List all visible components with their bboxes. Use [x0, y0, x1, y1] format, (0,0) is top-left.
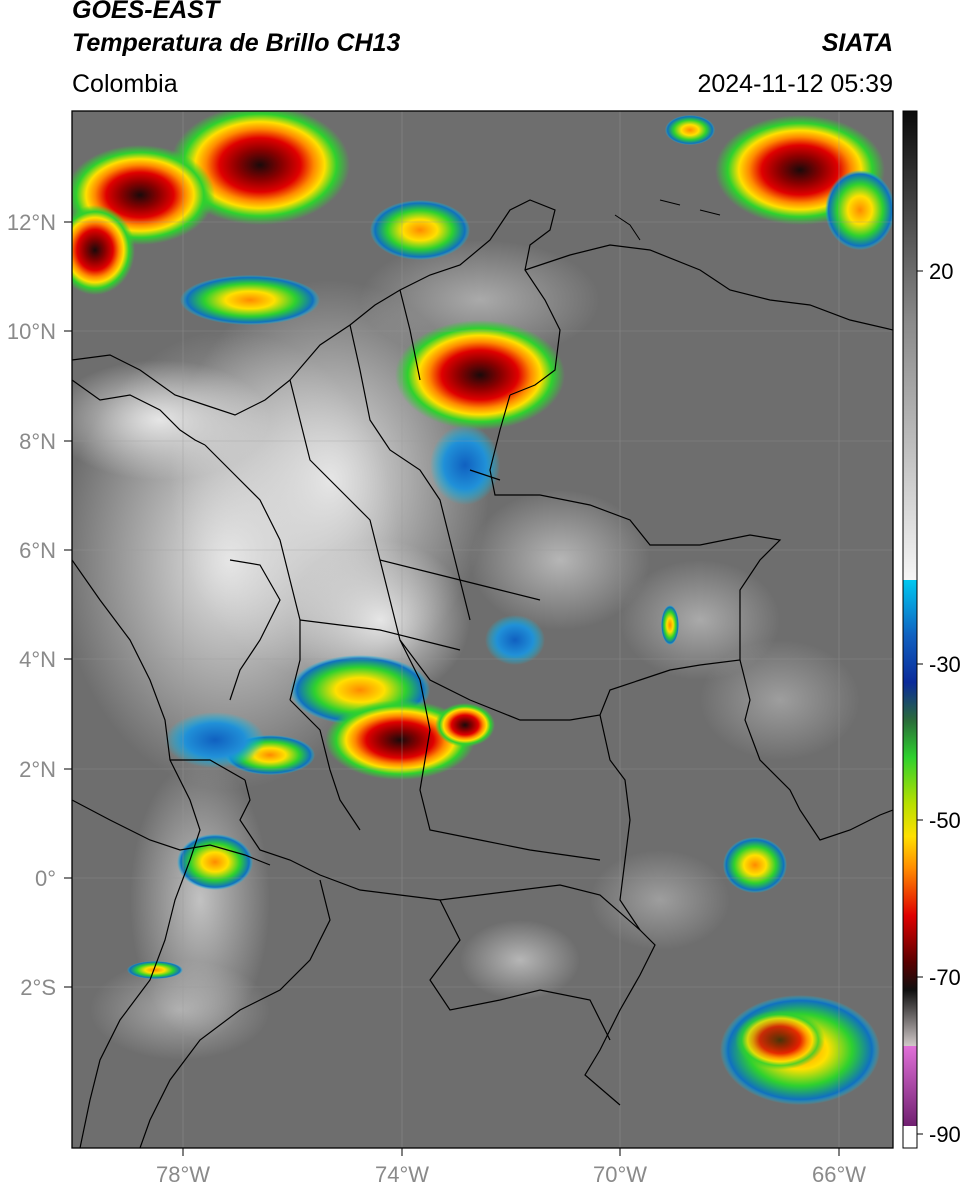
agency-label: SIATA	[821, 29, 893, 57]
lat-label: 4°N	[19, 647, 56, 672]
colorbar-tick: -90	[929, 1122, 961, 1147]
colorbar-tick: -30	[929, 652, 961, 677]
product-title: Temperatura de Brillo CH13	[72, 29, 401, 57]
lon-label: 78°W	[156, 1162, 210, 1187]
colorbar-tick: 20	[929, 259, 953, 284]
colorbar-tick: -50	[929, 808, 961, 833]
country-borders	[72, 199, 893, 1148]
lon-label: 66°W	[812, 1162, 866, 1187]
lat-label: 8°N	[19, 429, 56, 454]
satellite-imagery	[72, 111, 893, 1148]
lat-label: 10°N	[7, 319, 56, 344]
lon-label: 70°W	[593, 1162, 647, 1187]
lat-label: 0°	[35, 866, 56, 891]
lat-label: 2°N	[19, 757, 56, 782]
region-label: Colombia	[72, 70, 178, 98]
lat-label: 6°N	[19, 538, 56, 563]
map-frame	[71, 110, 894, 1149]
colorbar-tick: -70	[929, 965, 961, 990]
lat-label: 2°S	[20, 975, 56, 1000]
satellite-title: GOES-EAST	[72, 0, 220, 24]
lat-label: 12°N	[7, 210, 56, 235]
datetime-label: 2024-11-12 05:39	[697, 70, 893, 98]
lon-label: 74°W	[375, 1162, 429, 1187]
colorbar: 20 -30 -50 -70 -90	[902, 110, 961, 1149]
